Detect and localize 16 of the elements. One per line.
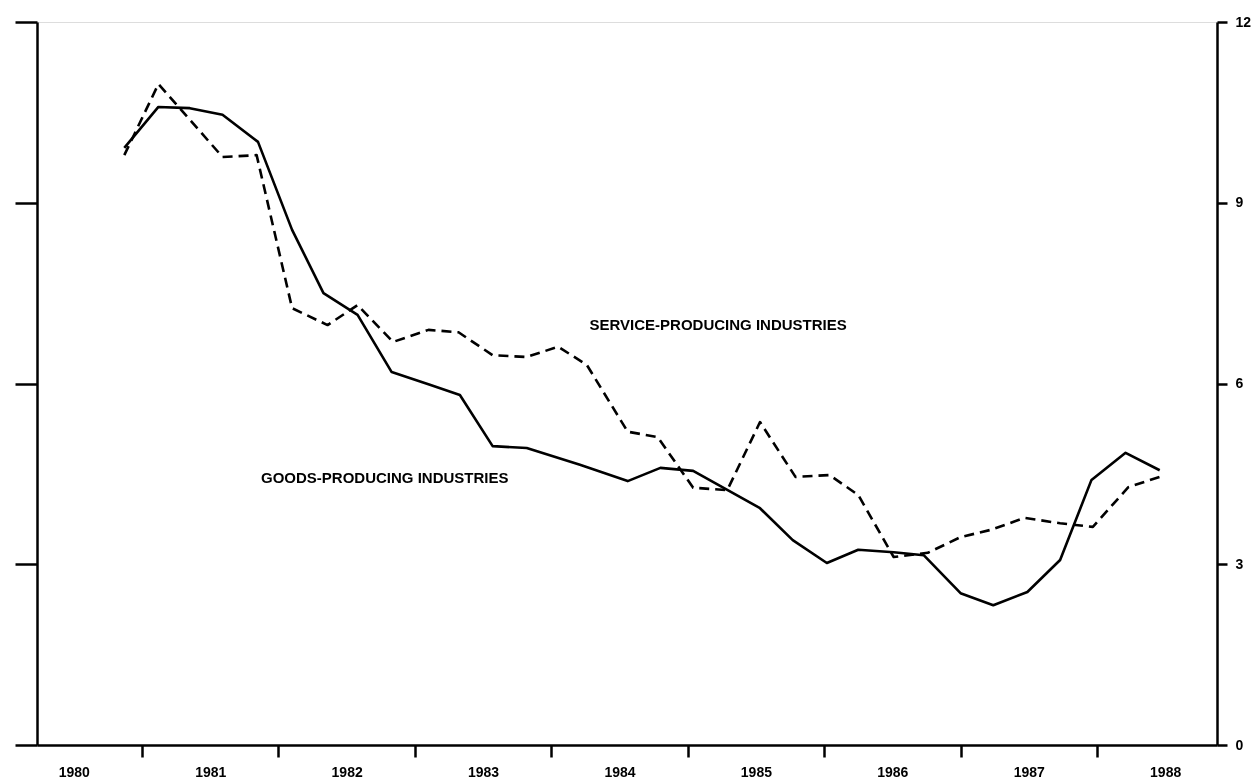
y-tick-label: 12 xyxy=(1235,13,1252,30)
x-tick-label: 1982 xyxy=(331,763,363,780)
series-label: GOODS-PRODUCING INDUSTRIES xyxy=(260,468,509,486)
x-tick-label: 1987 xyxy=(1013,763,1046,780)
y-tick-label: 9 xyxy=(1235,194,1244,211)
y-tick-label: 3 xyxy=(1235,555,1244,572)
y-tick-label: 0 xyxy=(1235,736,1244,753)
y-tick-label: 6 xyxy=(1235,375,1244,391)
x-tick-label: 1985 xyxy=(740,763,773,780)
x-tick-label: 1980 xyxy=(58,763,91,780)
series-label: SERVICE-PRODUCING INDUSTRIES xyxy=(589,315,847,333)
x-tick-label: 1981 xyxy=(195,763,227,780)
x-tick-label: 1986 xyxy=(877,763,909,780)
x-tick-label: 1983 xyxy=(468,763,500,780)
x-tick-label: 1988 xyxy=(1150,763,1182,780)
x-tick-label: 1984 xyxy=(604,763,636,780)
